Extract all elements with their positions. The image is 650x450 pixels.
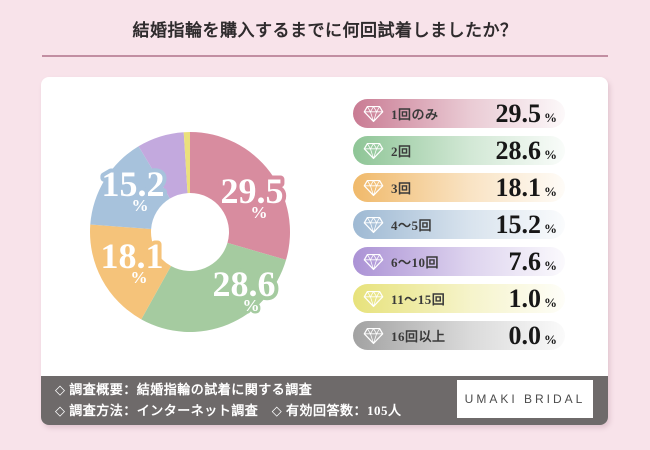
diamond-icon — [363, 142, 384, 159]
donut-slice — [183, 132, 190, 194]
brand-logo-text: UMAKI BRIDAL — [464, 392, 586, 406]
legend-item: 1回のみ 29.5% — [353, 99, 565, 128]
legend-value: 15.2% — [495, 209, 558, 239]
legend-value: 7.6% — [508, 246, 558, 276]
legend-value-number: 1.0 — [508, 283, 542, 313]
donut-label-unit: % — [131, 268, 148, 287]
diamond-icon — [363, 179, 384, 196]
donut-label-unit: % — [251, 203, 268, 222]
donut-label-value: 28.6 — [213, 264, 276, 304]
survey-overview-line: ◇ 調査概要：結婚指輪の試着に関する調査 — [55, 382, 313, 397]
donut-label-value: 18.1 — [101, 236, 164, 276]
legend-label: 2回 — [391, 144, 412, 159]
legend-value-unit: % — [544, 257, 557, 273]
legend-item: 4〜5回 15.2% — [353, 210, 565, 239]
donut-slice — [138, 132, 188, 199]
legend-value-number: 18.1 — [495, 172, 542, 202]
donut-slice — [141, 242, 287, 332]
legend-label: 1回のみ — [391, 107, 439, 122]
legend-value-unit: % — [544, 331, 557, 347]
diamond-icon — [363, 290, 384, 307]
chart-legend: 1回のみ 29.5% 2回 28.6% 3回 18.1% 4〜5回 15.2% 6〜10… — [353, 99, 573, 358]
legend-item: 16回以上 0.0% — [353, 321, 565, 350]
donut-slice — [89, 224, 171, 320]
legend-value-unit: % — [544, 109, 557, 125]
legend-label: 4〜5回 — [391, 218, 433, 233]
legend-label: 16回以上 — [391, 329, 446, 344]
donut-label-unit: % — [243, 296, 260, 315]
legend-item: 11〜15回 1.0% — [353, 284, 565, 313]
donut-label-value: 15.2 — [102, 164, 165, 204]
survey-card: 29.5% 28.6% 18.1% 15.2% 1回のみ 29.5% 2回 28.6% 3… — [41, 77, 608, 425]
legend-value-number: 0.0 — [508, 320, 542, 350]
donut-label-unit: % — [132, 196, 149, 215]
legend-value: 0.0% — [508, 320, 558, 350]
donut-slice — [90, 146, 170, 230]
legend-value-unit: % — [544, 146, 557, 162]
title-divider — [42, 55, 608, 57]
legend-value-number: 29.5 — [495, 98, 542, 128]
brand-logo: UMAKI BRIDAL — [457, 380, 593, 418]
legend-value: 28.6% — [495, 135, 558, 165]
page-title: 結婚指輪を購入するまでに何回試着しましたか？ — [132, 21, 518, 40]
legend-value-unit: % — [544, 220, 557, 236]
donut-chart: 29.5%28.6%18.1%15.2% — [89, 132, 290, 332]
chart-area: 29.5% 28.6% 18.1% 15.2% 1回のみ 29.5% 2回 28.6% 3… — [41, 77, 608, 376]
diamond-icon — [363, 327, 384, 344]
legend-value: 29.5% — [495, 98, 558, 128]
legend-value: 1.0% — [508, 283, 558, 313]
diamond-icon — [363, 216, 384, 233]
legend-value-unit: % — [544, 294, 557, 310]
survey-notes: ◇ 調査概要：結婚指輪の試着に関する調査 ◇ 調査方法：インターネット調査 ◇ … — [55, 379, 402, 421]
legend-item: 6〜10回 7.6% — [353, 247, 565, 276]
donut-slice — [190, 132, 290, 260]
legend-value-number: 15.2 — [495, 209, 542, 239]
legend-label: 6〜10回 — [391, 255, 440, 270]
diamond-icon — [363, 253, 384, 270]
legend-value-number: 28.6 — [495, 135, 542, 165]
survey-method-line: ◇ 調査方法：インターネット調査 ◇ 有効回答数：105人 — [55, 403, 402, 418]
legend-value-unit: % — [544, 183, 557, 199]
legend-value: 18.1% — [495, 172, 558, 202]
legend-item: 3回 18.1% — [353, 173, 565, 202]
legend-value-number: 7.6 — [508, 246, 542, 276]
legend-item: 2回 28.6% — [353, 136, 565, 165]
donut-label-value: 29.5 — [221, 171, 284, 211]
footer-bar: ◇ 調査概要：結婚指輪の試着に関する調査 ◇ 調査方法：インターネット調査 ◇ … — [41, 376, 608, 425]
diamond-icon — [363, 105, 384, 122]
legend-label: 11〜15回 — [391, 292, 446, 307]
legend-label: 3回 — [391, 181, 412, 196]
